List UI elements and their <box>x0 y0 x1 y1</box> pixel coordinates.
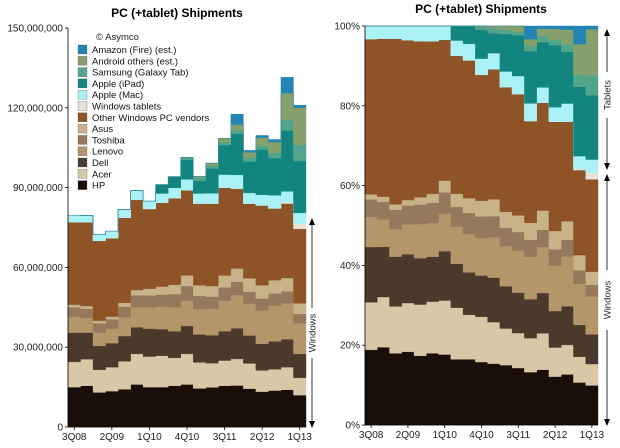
right-y-tick-label: 80% <box>340 101 360 112</box>
left-x-tick-label: 3Q08 <box>62 432 87 443</box>
legend-label-lenovo: Lenovo <box>92 147 123 158</box>
legend-label-apple-mac: Apple (Mac) <box>92 90 143 101</box>
right-area-amazon-fire-est <box>365 25 599 45</box>
legend-label-amazon-fire-est: Amazon (Fire) (est.) <box>92 45 176 56</box>
legend-label-android-others-est: Android others (est.) <box>92 56 178 67</box>
left-y-tick-label: 120,000,000 <box>7 103 63 114</box>
right-y-axis-ticks: 0% 20% 40% 60% 80% 100% <box>334 22 366 432</box>
legend-label-windows-tablets: Windows tablets <box>92 102 161 113</box>
right-chart-title: PC (+tablet) Shipments <box>415 2 547 16</box>
left-x-tick-label: 1Q13 <box>288 432 313 443</box>
windows-annotation-left: Windows <box>308 218 319 428</box>
left-chart-absolute: PC (+tablet) Shipments 0 30,000,000 60,000… <box>7 6 318 443</box>
left-y-tick-label: 150,000,000 <box>7 24 63 35</box>
right-chart-share: PC (+tablet) Shipments 0% 20% 40% 60% 80% 100… <box>334 2 613 441</box>
left-x-tick-label: 1Q10 <box>137 432 162 443</box>
windows-arrow-right-up <box>604 174 610 181</box>
right-x-axis-ticks: 3Q08 2Q09 1Q10 4Q10 3Q11 2Q12 1Q13 <box>359 424 605 441</box>
left-y-tick-label: 60,000,000 <box>13 263 63 274</box>
tablets-label: Tablets <box>603 80 614 110</box>
legend-swatch-windows-tablets <box>77 101 88 111</box>
right-x-tick-label: 2Q12 <box>543 430 568 441</box>
right-stacked-areas <box>364 25 599 426</box>
left-y-tick-label: 30,000,000 <box>13 343 63 354</box>
left-x-tick-label: 4Q10 <box>175 432 200 443</box>
left-stacked-areas <box>67 77 307 428</box>
left-x-axis-ticks: 3Q08 2Q09 1Q10 4Q10 3Q11 2Q12 1Q13 <box>62 426 313 443</box>
legend-label-other-windows-pc-vendors: Other Windows PC vendors <box>92 113 209 124</box>
windows-arrow-up <box>309 218 315 225</box>
left-x-tick-label: 2Q09 <box>100 432 125 443</box>
legend-swatch-amazon-fire-est <box>77 44 88 55</box>
legend-swatch-dell <box>77 157 88 168</box>
left-x-tick-label: 3Q11 <box>213 432 237 443</box>
legend-swatch-other-windows-pc-vendors <box>77 112 88 122</box>
right-annotations: Tablets Windows <box>603 29 614 426</box>
left-y-tick-label: 0 <box>57 423 63 434</box>
windows-arrow-down <box>309 421 315 428</box>
legend-swatch-asus <box>77 123 88 134</box>
left-chart-title: PC (+tablet) Shipments <box>111 6 243 20</box>
right-y-tick-label: 100% <box>334 22 360 33</box>
legend-label-samsung-galaxy-tab: Samsung (Galaxy Tab) <box>92 68 188 79</box>
legend-swatch-toshiba <box>77 135 88 145</box>
legend-label-hp: HP <box>92 181 105 192</box>
windows-label-left: Windows <box>308 313 319 352</box>
legend-label-acer: Acer <box>92 169 112 180</box>
right-x-tick-label: 3Q11 <box>506 430 530 441</box>
tablets-arrow-up <box>604 29 610 36</box>
legend-swatch-apple-mac <box>77 90 88 100</box>
right-x-tick-label: 2Q09 <box>396 430 421 441</box>
legend-swatch-hp <box>77 180 88 190</box>
left-y-axis-ticks: 0 30,000,000 60,000,000 90,000,000 120,000,0… <box>7 24 69 434</box>
legend-swatch-lenovo <box>77 146 88 156</box>
legend-swatch-acer <box>77 169 88 179</box>
left-x-tick-label: 2Q12 <box>250 432 275 443</box>
left-y-tick-label: 90,000,000 <box>13 183 63 194</box>
right-y-tick-label: 60% <box>340 181 360 192</box>
windows-arrow-right-down <box>604 419 610 426</box>
right-y-tick-label: 0% <box>346 421 361 432</box>
right-y-tick-label: 40% <box>340 261 360 272</box>
right-x-tick-label: 1Q10 <box>432 430 457 441</box>
right-x-tick-label: 1Q13 <box>580 430 605 441</box>
legend-swatch-apple-ipad <box>77 78 88 89</box>
right-y-tick-label: 20% <box>340 341 360 352</box>
right-x-tick-label: 4Q10 <box>469 430 494 441</box>
legend: Amazon (Fire) (est.)Android others (est.… <box>77 44 209 192</box>
legend-label-asus: Asus <box>92 124 113 135</box>
legend-label-toshiba: Toshiba <box>92 135 125 146</box>
right-x-tick-label: 3Q08 <box>359 430 384 441</box>
tablets-arrow-down <box>604 163 610 170</box>
legend-swatch-samsung-galaxy-tab <box>77 67 88 77</box>
legend-label-dell: Dell <box>92 158 108 169</box>
left-area-amazon-fire-est <box>68 77 307 235</box>
copyright-label: © Asymco <box>96 32 139 43</box>
windows-label-right: Windows <box>603 280 614 319</box>
legend-label-apple-ipad: Apple (iPad) <box>92 79 144 90</box>
legend-swatch-android-others-est <box>77 56 88 66</box>
